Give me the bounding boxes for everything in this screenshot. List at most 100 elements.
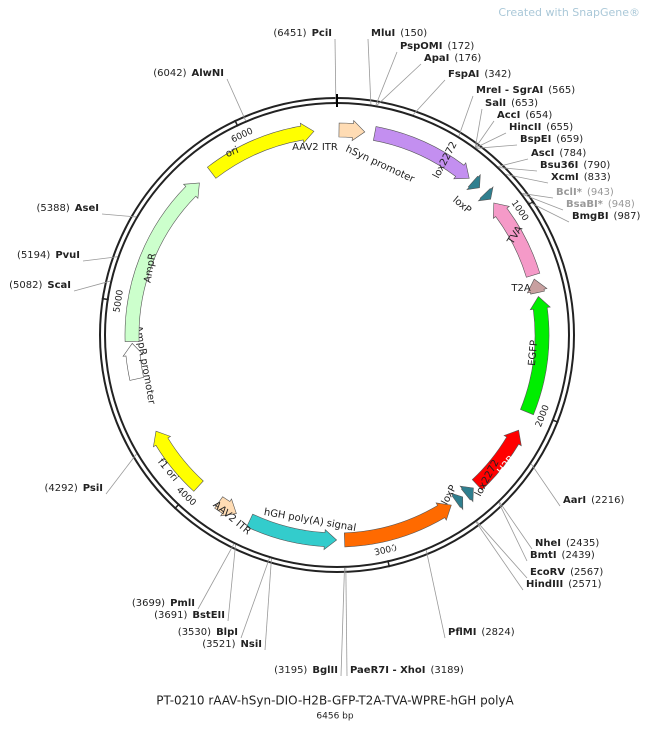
site-position: (2824) [481,627,514,638]
feature-label: ori [224,145,240,160]
site-line [476,521,528,579]
site-label: MluI (150) [371,28,427,39]
feature [122,342,144,381]
feature [459,485,474,503]
site-line [82,256,118,262]
feature [246,513,338,551]
site-position: (6042) [153,68,186,79]
site-line [340,567,345,677]
site-line [475,120,495,148]
feature [492,202,541,278]
site-label: XcmI (833) [551,172,611,183]
site-label: (6451) PciI [273,28,332,39]
site-position: (987) [614,211,641,222]
site-name: PvuI [55,250,80,261]
site-line [412,79,446,116]
site-name: BsaBI* [566,199,604,210]
site-position: (948) [608,199,635,210]
site-line [498,502,528,562]
site-label: BsaBI* (948) [566,199,635,210]
site-name: PciI [312,28,332,39]
site-line [264,558,272,651]
tick-mark [387,560,391,568]
site-label: AarI (2216) [563,495,624,506]
feature-label: hSyn promoter [344,144,417,186]
site-label: PspOMI (172) [400,41,474,52]
site-line [475,521,524,591]
site-line [101,213,137,218]
site-line [498,167,538,172]
site-label: MreI - SgrAI (565) [476,85,575,96]
site-line [530,463,561,507]
site-position: (655) [546,122,573,133]
feature-label: AmpR [142,252,158,283]
site-line [475,132,507,149]
feature-label: AAV2 ITR [292,142,338,153]
site-line [226,78,247,121]
site-position: (2435) [566,538,599,549]
site-name: BmtI [530,550,557,561]
site-line [425,550,446,639]
site-name: BglII [312,665,338,676]
site-position: (2571) [568,579,601,590]
site-line [227,544,236,622]
site-name: BstEII [192,610,225,621]
backbone-inner [104,102,570,568]
site-position: (3521) [202,639,235,650]
feature-label: loxP [450,195,473,217]
site-line [367,38,372,105]
site-position: (3189) [431,665,464,676]
feature [466,173,481,191]
site-name: HindIII [526,579,563,590]
site-label: AscI (784) [531,148,586,159]
site-label: NheI (2435) [535,538,599,549]
site-line [240,557,270,639]
site-line [499,501,533,550]
title: PT-0210 rAAV-hSyn-DIO-H2B-GFP-T2A-TVA-WP… [156,694,514,708]
site-label: (4292) PsiI [44,483,103,494]
site-name: AseI [75,203,99,214]
site-line [345,567,348,677]
site-name: BlpI [216,627,238,638]
feature [520,296,551,416]
site-line [73,280,111,292]
site-position: (2216) [591,495,624,506]
site-label: PaeR7I - XhoI (3189) [350,665,464,676]
site-position: (2567) [570,567,603,578]
site-name: MreI - SgrAI [476,85,543,96]
site-position: (653) [511,98,538,109]
site-line [497,158,529,167]
site-line [522,193,564,211]
site-name: XcmI [551,172,579,183]
site-label: AccI (654) [497,110,552,121]
site-position: (342) [484,69,511,80]
site-label: (3530) BlpI [178,627,238,638]
site-position: (176) [454,53,481,64]
site-name: BspEI [520,134,551,145]
tick-label: 5000 [112,289,125,313]
site-position: (565) [548,85,575,96]
feature [450,492,464,511]
site-name: BclI* [556,187,583,198]
site-name: PflMI [448,627,476,638]
site-name: SalI [485,98,506,109]
feature-label: T2A [510,283,530,294]
site-name: AlwNI [192,68,225,79]
site-name: EcoRV [530,567,565,578]
site-position: (3699) [132,598,165,609]
site-line [197,543,235,610]
feature [526,278,548,295]
feature [338,119,366,142]
site-name: ScaI [47,280,71,291]
site-label: EcoRV (2567) [530,567,603,578]
site-position: (833) [584,172,611,183]
feature-label: EGFP [527,340,540,367]
site-position: (659) [556,134,583,145]
feature [343,502,452,548]
site-label: (3691) BstEII [154,610,225,621]
site-name: FspAI [448,69,479,80]
site-name: Bsu36I [540,160,578,171]
site-line [334,38,337,103]
site-name: PsiI [83,483,103,494]
